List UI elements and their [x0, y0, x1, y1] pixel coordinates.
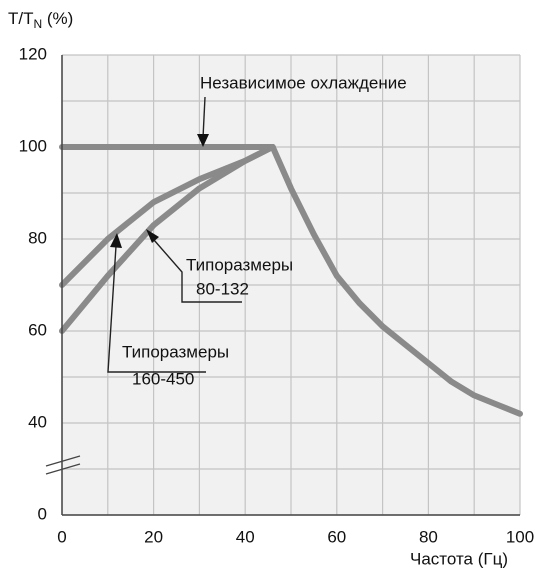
annotation: 160-450: [132, 369, 194, 388]
x-axis-label: Частота (Гц): [410, 549, 508, 568]
annotation: Типоразмеры: [186, 255, 293, 274]
y-tick-label: 80: [28, 228, 47, 247]
curve: [59, 144, 523, 417]
y-tick-label: 0: [38, 504, 47, 523]
x-tick-label: 40: [236, 527, 255, 546]
curve: [59, 144, 276, 288]
y-tick-label: 60: [28, 320, 47, 339]
y-tick-label: 100: [19, 136, 47, 155]
y-tick-label: 40: [28, 412, 47, 431]
y-axis-label: T/TN (%): [8, 9, 73, 31]
x-tick-label: 80: [419, 527, 438, 546]
x-tick-label: 60: [327, 527, 346, 546]
annotation-arrows: [107, 96, 242, 373]
x-tick-label: 100: [506, 527, 534, 546]
annotation: Независимое охлаждение: [200, 73, 407, 92]
curves: [59, 144, 523, 417]
x-tick-label: 20: [144, 527, 163, 546]
axis-break: [45, 455, 81, 475]
annotation: Типоразмеры: [122, 342, 229, 361]
y-tick-label: 120: [19, 44, 47, 63]
x-tick-label: 0: [57, 527, 66, 546]
annotation: 80-132: [196, 279, 249, 298]
